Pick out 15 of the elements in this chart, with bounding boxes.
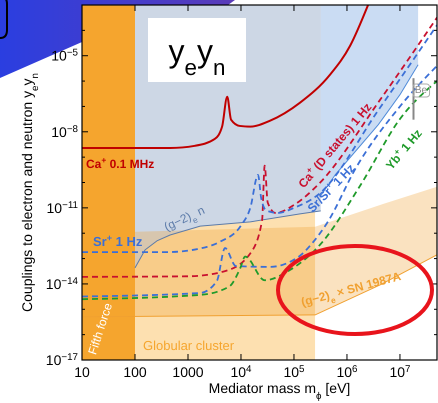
band-label: Fifth force (85, 300, 116, 356)
x-tick-label: 10$^{6}$ (336, 364, 358, 380)
y-tick-label: 10$^{−14}$ (46, 275, 79, 292)
x-axis-title: Mediator mass m$_{ϕ}$ [eV] (208, 380, 350, 402)
x-tick-label: 1000 (172, 364, 204, 380)
y-tick-label: 10$^{−8}$ (51, 123, 79, 140)
series-label: Globular cluster (143, 338, 235, 353)
x-tick-label: 10$^{4}$ (230, 364, 252, 380)
text: y$_{e}$y$_{n}$ (168, 33, 226, 80)
x-tick-label: 10$^{7}$ (389, 364, 410, 380)
series-label: Be (414, 85, 428, 96)
x-tick-label: 100 (123, 364, 147, 380)
x-tick-label: 10$^{5}$ (283, 364, 306, 380)
y-tick-label: 10$^{−11}$ (46, 199, 78, 216)
y-tick-label: 10$^{−5}$ (51, 47, 79, 64)
